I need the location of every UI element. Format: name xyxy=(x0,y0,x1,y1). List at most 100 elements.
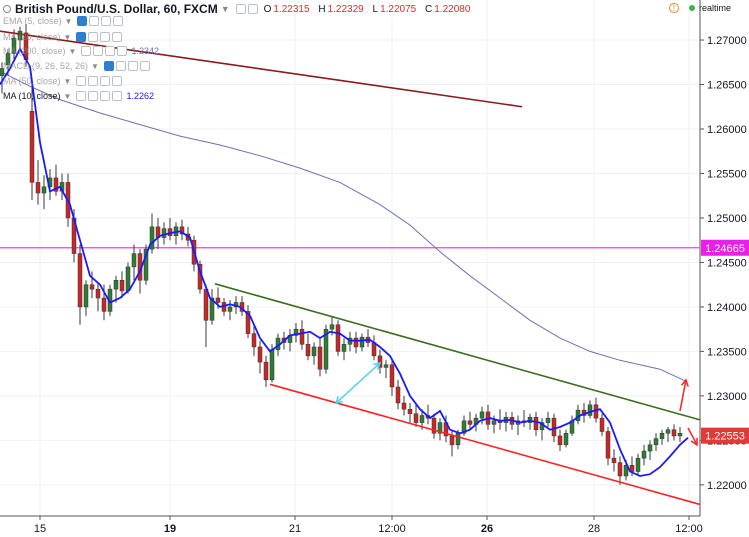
candle xyxy=(0,62,5,94)
candle xyxy=(677,427,683,443)
visibility-icon[interactable] xyxy=(247,4,258,14)
visibility-icon[interactable] xyxy=(103,61,114,71)
settings-icon[interactable] xyxy=(89,16,100,26)
indicator-row-ema-5[interactable]: EMA (5, close) ▼ xyxy=(3,16,124,26)
indicator-row-ma-20[interactable]: MA (20, close) ▼ xyxy=(3,32,123,42)
candle-body xyxy=(293,328,299,336)
candle-body xyxy=(629,465,635,472)
ohlc-readout: O 1.22315 H 1.22329 L 1.22075 C 1.22080 xyxy=(264,4,477,15)
candle-body xyxy=(245,311,251,334)
indicator-row-macd[interactable]: MACD (9, 26, 52, 26) ▼ xyxy=(3,61,150,71)
chart-collapse-icon[interactable] xyxy=(3,5,11,13)
candle xyxy=(641,444,647,466)
visibility-icon[interactable] xyxy=(76,32,87,42)
candle-body xyxy=(377,355,383,368)
delete-icon[interactable] xyxy=(100,91,111,101)
candle xyxy=(239,296,245,316)
chevron-down-icon[interactable]: ▼ xyxy=(68,46,77,56)
more-icon[interactable] xyxy=(117,46,128,56)
chevron-down-icon[interactable]: ▼ xyxy=(220,4,230,14)
chevron-down-icon[interactable]: ▼ xyxy=(91,61,99,71)
ma-fast-line xyxy=(0,46,689,477)
candle xyxy=(665,427,671,443)
indicator-row-ma-200[interactable]: MA (200, close) ▼ 1.2342 xyxy=(3,46,159,56)
candle-body xyxy=(41,186,47,194)
warning-icon[interactable]: ! xyxy=(668,3,679,13)
candle-body xyxy=(389,364,395,388)
candle-body xyxy=(353,337,359,348)
settings-icon[interactable] xyxy=(235,4,246,14)
delete-icon[interactable] xyxy=(101,16,112,26)
indicator-name: MA (20, close) xyxy=(3,32,61,42)
candle xyxy=(599,413,605,436)
arrowhead xyxy=(690,437,698,447)
settings-icon[interactable] xyxy=(88,32,99,42)
candle-body xyxy=(323,328,329,370)
chevron-down-icon[interactable]: ▼ xyxy=(63,76,72,86)
visibility-icon[interactable] xyxy=(76,76,87,86)
more-icon[interactable] xyxy=(112,76,123,86)
live-dot-icon xyxy=(688,5,695,11)
candle-body xyxy=(557,435,563,446)
candle xyxy=(77,244,83,325)
candle-body xyxy=(161,228,167,238)
trendline-drawings[interactable] xyxy=(0,30,701,506)
candle-body xyxy=(335,324,341,352)
delete-icon[interactable] xyxy=(100,32,111,42)
candle xyxy=(635,453,641,475)
chevron-down-icon[interactable]: ▼ xyxy=(63,91,72,101)
more-icon[interactable] xyxy=(112,91,123,101)
breakout-down-arrow-line xyxy=(687,427,698,446)
candle xyxy=(209,289,215,325)
visibility-icon[interactable] xyxy=(76,91,87,101)
delete-icon[interactable] xyxy=(100,76,111,86)
symbol-title[interactable]: British Pound/U.S. Dollar, 60, FXCM xyxy=(15,2,218,16)
settings-icon[interactable] xyxy=(88,91,99,101)
candle xyxy=(497,409,503,430)
settings-icon[interactable] xyxy=(88,76,99,86)
chevron-down-icon[interactable]: ▼ xyxy=(64,16,73,26)
delete-icon[interactable] xyxy=(127,61,138,71)
candle-body xyxy=(149,226,155,250)
candle xyxy=(323,324,329,374)
settings-icon[interactable] xyxy=(115,61,126,71)
more-icon[interactable] xyxy=(113,16,124,26)
ohlc-low-value: 1.22075 xyxy=(380,3,417,15)
candle xyxy=(155,217,161,250)
ohlc-open-value: 1.22315 xyxy=(273,3,310,15)
candle-body xyxy=(329,324,335,330)
delete-icon[interactable] xyxy=(105,46,116,56)
candle xyxy=(95,282,101,312)
visibility-icon[interactable] xyxy=(77,16,88,26)
candle xyxy=(383,360,389,379)
candle xyxy=(653,433,659,452)
more-icon[interactable] xyxy=(139,61,150,71)
ohlc-open-label: O xyxy=(263,3,272,15)
candle xyxy=(467,411,473,430)
candle-body xyxy=(383,364,389,368)
candle-body xyxy=(431,417,437,434)
candle xyxy=(293,322,299,343)
indicator-value: 1.2342 xyxy=(131,46,159,56)
candle xyxy=(587,400,593,419)
candle-body xyxy=(617,462,623,477)
lower-channel-line xyxy=(269,383,701,506)
settings-icon[interactable] xyxy=(93,46,104,56)
breakout-up-arrow-line xyxy=(679,379,687,412)
candle xyxy=(365,329,371,347)
candle xyxy=(287,329,293,352)
candle xyxy=(401,395,407,416)
indicator-row-ma-10[interactable]: MA (10, close) ▼ 1.2262 xyxy=(3,91,154,101)
candle-body xyxy=(17,30,23,41)
candle-body xyxy=(599,417,605,432)
candle xyxy=(413,404,419,428)
candle xyxy=(479,406,485,425)
realtime-status: ! realtime xyxy=(668,3,731,13)
visibility-icon[interactable] xyxy=(81,46,92,56)
candle-body xyxy=(419,415,425,423)
indicator-row-ma-50[interactable]: MA (50, close) ▼ xyxy=(3,76,123,86)
chevron-down-icon[interactable]: ▼ xyxy=(63,32,72,42)
candle xyxy=(35,160,41,205)
more-icon[interactable] xyxy=(112,32,123,42)
